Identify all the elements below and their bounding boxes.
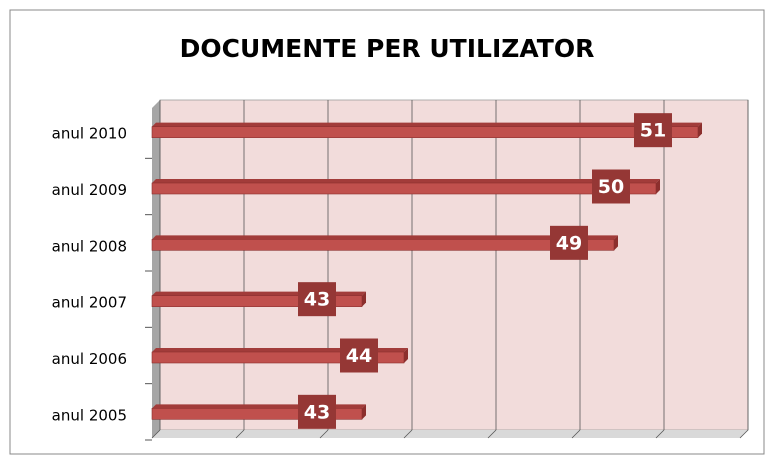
- grid-line: [739, 429, 749, 439]
- floor: [152, 430, 748, 438]
- grid-line: [571, 429, 581, 439]
- bar: [151, 179, 660, 195]
- y-tick-label: anul 2010: [52, 125, 127, 143]
- bar-face: [151, 351, 405, 364]
- grid-line: [403, 429, 413, 439]
- bar-face: [614, 235, 618, 251]
- value-label: 43: [304, 289, 330, 311]
- bar-face: [151, 126, 699, 138]
- value-label: 50: [598, 176, 624, 198]
- grid-line: [319, 429, 329, 439]
- bar-face: [656, 179, 660, 194]
- grid-line: [151, 429, 161, 439]
- value-label-box: [592, 169, 630, 204]
- bar-face: [698, 122, 702, 138]
- bar-face: [151, 182, 657, 195]
- side-wall: [152, 100, 160, 438]
- bar-face: [152, 179, 660, 183]
- value-label: 43: [304, 401, 330, 423]
- y-tick-label: anul 2007: [52, 294, 127, 312]
- grid-line: [655, 429, 665, 439]
- grid-line: [235, 429, 245, 439]
- y-tick-label: anul 2009: [52, 181, 127, 199]
- grid-line: [487, 429, 497, 439]
- value-label-box: [550, 225, 588, 260]
- bar-face: [152, 122, 702, 127]
- bar-face: [404, 348, 408, 363]
- chart-title: DOCUMENTE PER UTILIZATOR: [180, 34, 595, 63]
- value-label: 51: [640, 120, 666, 142]
- value-label-box: [298, 282, 336, 317]
- bar-face: [151, 408, 363, 420]
- value-label: 44: [346, 345, 372, 367]
- bar-face: [362, 404, 366, 420]
- y-tick-label: anul 2008: [52, 237, 127, 255]
- bar: [151, 235, 618, 251]
- bar-face: [152, 235, 618, 240]
- y-tick-label: anul 2005: [52, 406, 127, 424]
- value-label-box: [340, 338, 378, 373]
- value-label-box: [634, 113, 672, 148]
- bar: [151, 122, 702, 138]
- back-wall: [159, 99, 749, 431]
- bar-face: [151, 295, 363, 307]
- bar-face: [362, 291, 366, 307]
- value-label: 49: [556, 232, 582, 254]
- y-tick-label: anul 2006: [52, 350, 127, 368]
- bar-face: [151, 239, 615, 251]
- value-label-box: [298, 394, 336, 429]
